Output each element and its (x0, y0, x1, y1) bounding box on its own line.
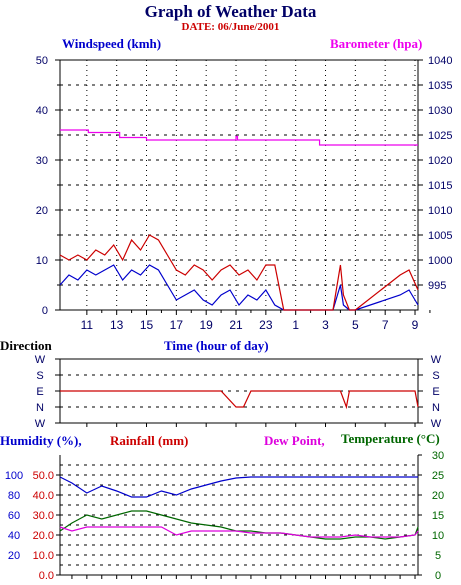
humidity-tick-label: 80 (8, 490, 20, 502)
rainfall-tick-label: 50.0 (33, 470, 54, 482)
time-tick-label: 23 (259, 318, 273, 332)
windspeed-axis-label: Windspeed (kmh) (62, 36, 162, 51)
wind-tick-label: 10 (36, 255, 48, 267)
windspeed-avg-line (59, 264, 419, 311)
humidity-axis-label: Humidity (%), (0, 433, 82, 448)
baro-tick-label: 1020 (428, 155, 452, 167)
time-tick-label: 21 (229, 318, 243, 332)
rainfall-tick-label: 40.0 (33, 490, 54, 502)
humidity-tick-label: 60 (8, 510, 20, 522)
humidity-line (59, 476, 418, 498)
wind-tick-label: 0 (42, 305, 48, 317)
baro-tick-label: 1025 (428, 130, 452, 142)
chart-date: DATE: 06/June/2001 (181, 21, 280, 33)
time-tick-label: 5 (352, 318, 359, 332)
direction-tick-label-left: W (35, 354, 46, 366)
temperature-tick-label: 15 (432, 510, 444, 522)
time-tick-label: 13 (110, 318, 124, 332)
humidity-tick-label: 100 (5, 470, 23, 482)
direction-tick-label-right: N (432, 402, 440, 414)
temperature-tick-label: 25 (432, 470, 444, 482)
temperature-axis-label: Temperature (°C) (341, 431, 440, 446)
direction-axis-label: Direction (0, 338, 52, 353)
wind-tick-label: 40 (36, 105, 48, 117)
temperature-tick-label: 30 (432, 450, 444, 462)
direction-tick-label-left: E (36, 386, 43, 398)
temperature-tick-label: 10 (432, 530, 444, 542)
direction-tick-label-right: E (432, 386, 439, 398)
time-tick-label: 11 (81, 318, 94, 332)
time-tick-label: 9 (412, 318, 419, 332)
direction-line (60, 390, 419, 410)
humidity-tick-label: 20 (8, 550, 20, 562)
dew-point-line (59, 526, 419, 538)
baro-tick-label: 1035 (428, 80, 452, 92)
time-tick-label: 15 (140, 318, 154, 332)
temperature-tick-label: 5 (435, 550, 441, 562)
rainfall-tick-label: 20.0 (33, 530, 54, 542)
direction-tick-label-left: W (35, 418, 46, 430)
time-tick-label: 3 (322, 318, 329, 332)
direction-tick-label-left: S (36, 370, 43, 382)
humidity-tick-label: 40 (8, 530, 20, 542)
rainfall-tick-label: 30.0 (33, 510, 54, 522)
temperature-tick-label: 0 (435, 570, 441, 582)
wind-tick-label: 50 (36, 55, 48, 67)
direction-tick-label-left: N (36, 402, 44, 414)
dew-point-label: Dew Point, (264, 433, 325, 448)
time-tick-label: 1 (292, 318, 299, 332)
barometer-axis-label: Barometer (hpa) (330, 36, 423, 51)
baro-tick-label: 995 (428, 280, 446, 292)
windspeed-max-line (59, 234, 419, 311)
chart-title: Graph of Weather Data (144, 2, 317, 21)
direction-tick-label-right: W (431, 418, 442, 430)
time-tick-label: 19 (200, 318, 214, 332)
temperature-tick-label: 20 (432, 490, 444, 502)
rainfall-tick-label: 0.0 (39, 570, 54, 582)
direction-tick-label-right: S (432, 370, 439, 382)
baro-tick-label: 1010 (428, 205, 452, 217)
baro-tick-label: 1040 (428, 55, 452, 67)
baro-tick-label: 1030 (428, 105, 452, 117)
baro-tick-label: 1015 (428, 180, 452, 192)
time-tick-label: 7 (382, 318, 389, 332)
wind-tick-label: 30 (36, 155, 48, 167)
time-tick-label: 17 (170, 318, 184, 332)
baro-tick-label: 1005 (428, 230, 452, 242)
wind-tick-label: 20 (36, 205, 48, 217)
barometer-line (60, 129, 418, 146)
rainfall-axis-label: Rainfall (mm) (110, 433, 189, 448)
direction-tick-label-right: W (431, 354, 442, 366)
baro-tick-label: 1000 (428, 255, 452, 267)
rainfall-tick-label: 10.0 (33, 550, 54, 562)
time-axis-label: Time (hour of day) (164, 338, 269, 353)
